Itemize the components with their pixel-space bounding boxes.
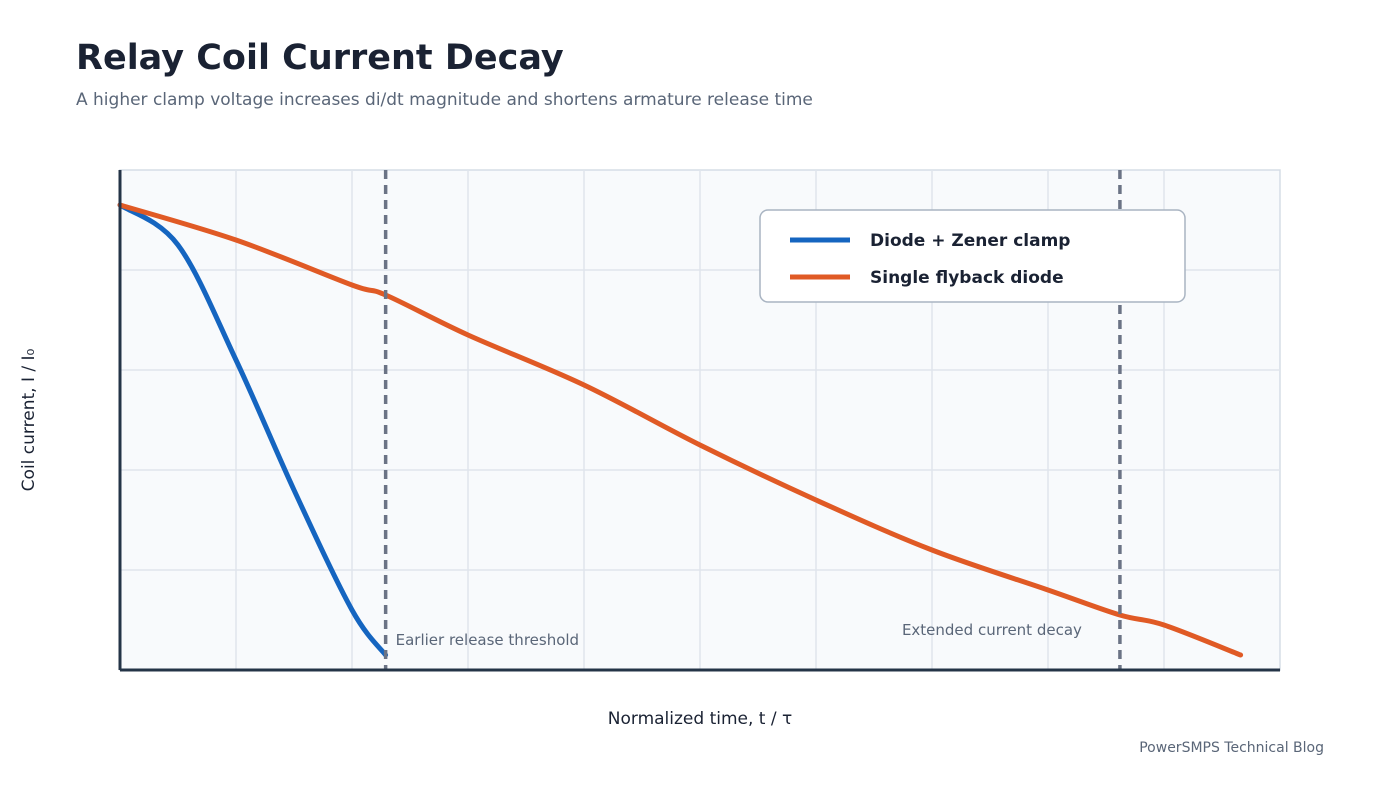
legend-label: Single flyback diode: [870, 268, 1064, 288]
chart-title: Relay Coil Current Decay: [76, 38, 564, 78]
series-layer: [117, 202, 1244, 658]
footer-credit: PowerSMPS Technical Blog: [1139, 740, 1324, 756]
legend-box: [759, 209, 1186, 303]
x-axis-label: Normalized time, t / τ: [608, 709, 792, 729]
series-line-diode-zener-clamp: [117, 202, 389, 658]
release-threshold-label: Earlier release threshold: [396, 631, 579, 649]
series-line-single-flyback-diode: [117, 202, 1244, 658]
legend-label: Diode + Zener clamp: [870, 231, 1070, 251]
chart-subtitle: A higher clamp voltage increases di/dt m…: [76, 90, 813, 110]
legend: Diode + Zener clamp Single flyback diode: [759, 209, 1186, 303]
extended-decay-label: Extended current decay: [902, 621, 1082, 639]
axes-layer: [118, 170, 1280, 672]
y-axis-label: Coil current, I / I₀: [19, 349, 39, 492]
